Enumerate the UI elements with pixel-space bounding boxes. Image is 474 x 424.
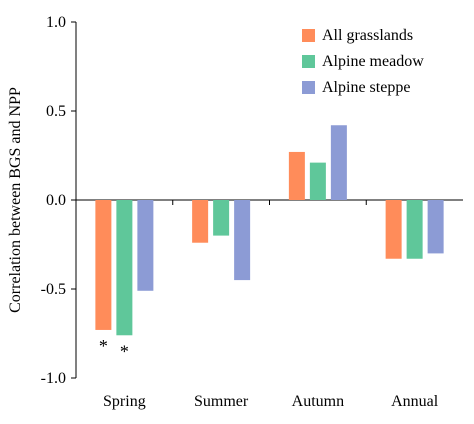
bar: [406, 200, 423, 259]
y-tick-label: 1.0: [46, 14, 66, 31]
x-tick-label: Summer: [194, 393, 249, 410]
bar: [234, 200, 251, 281]
y-tick-label: -0.5: [41, 281, 66, 298]
legend: All grasslands Alpine meadow Alpine steppe: [302, 27, 424, 96]
bar: [192, 200, 209, 243]
bar: [427, 200, 444, 254]
bar: [385, 200, 402, 259]
bar: [330, 125, 347, 200]
legend-label: Alpine steppe: [322, 79, 410, 96]
y-tick-label: 0.5: [46, 103, 66, 120]
x-tick-label: Spring: [103, 393, 146, 410]
y-tick-label: -1.0: [41, 370, 66, 387]
bar: [309, 162, 326, 200]
legend-swatch: [302, 81, 315, 94]
significance-marker: *: [120, 341, 129, 361]
bar: [213, 200, 230, 236]
x-tick-label: Autumn: [292, 393, 344, 410]
bar: [137, 200, 154, 291]
significance-marker: *: [99, 336, 108, 356]
y-axis-title: Correlation between BGS and NPP: [7, 87, 24, 313]
bar: [288, 151, 305, 200]
legend-label: Alpine meadow: [322, 53, 424, 70]
bar: [95, 200, 112, 330]
bar: [116, 200, 133, 336]
legend-label: All grasslands: [322, 27, 413, 44]
y-tick-label: 0.0: [46, 192, 66, 209]
x-tick-label: Annual: [391, 393, 439, 410]
legend-swatch: [302, 29, 315, 42]
legend-swatch: [302, 55, 315, 68]
plot-area: 1.0 0.5 0.0 -0.5 -1.0 * * Spring Summer Autumn Ann…: [41, 14, 463, 410]
